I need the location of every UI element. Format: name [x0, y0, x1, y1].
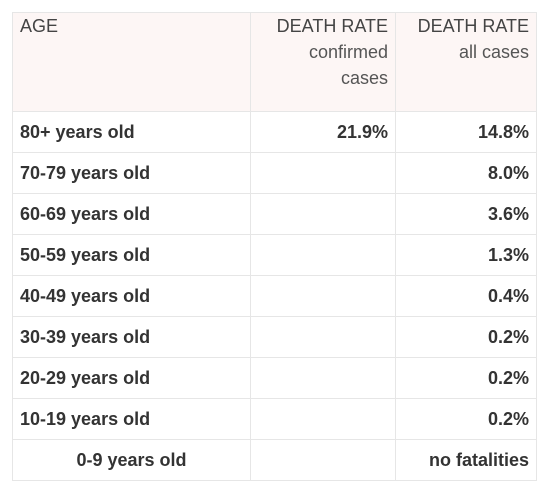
- age-cell: 70-79 years old: [12, 152, 251, 194]
- table-header: AGE DEATH RATE confirmed cases DEATH RAT…: [12, 12, 537, 112]
- confirmed-rate-cell: [250, 439, 396, 481]
- death-rate-table: AGE DEATH RATE confirmed cases DEATH RAT…: [12, 12, 537, 481]
- confirmed-rate-cell: [250, 316, 396, 358]
- table-row: 30-39 years old 0.2%: [12, 316, 537, 358]
- age-cell: 80+ years old: [12, 111, 251, 153]
- confirmed-rate-cell: [250, 193, 396, 235]
- header-confirmed-title: DEATH RATE: [276, 16, 388, 36]
- confirmed-rate-cell: [250, 357, 396, 399]
- confirmed-rate-cell: [250, 234, 396, 276]
- header-death-rate-all: DEATH RATE all cases: [395, 12, 537, 112]
- header-row: AGE DEATH RATE confirmed cases DEATH RAT…: [12, 12, 537, 112]
- all-rate-cell: 8.0%: [395, 152, 537, 194]
- age-cell: 0-9 years old: [12, 439, 251, 481]
- age-cell: 60-69 years old: [12, 193, 251, 235]
- header-death-rate-confirmed: DEATH RATE confirmed cases: [250, 12, 396, 112]
- all-rate-cell: 3.6%: [395, 193, 537, 235]
- header-age: AGE: [12, 12, 251, 112]
- all-rate-cell: 0.2%: [395, 316, 537, 358]
- age-cell: 40-49 years old: [12, 275, 251, 317]
- all-rate-cell: 0.2%: [395, 398, 537, 440]
- confirmed-rate-cell: 21.9%: [250, 111, 396, 153]
- all-rate-cell: 1.3%: [395, 234, 537, 276]
- header-confirmed-sub: confirmed cases: [308, 42, 388, 88]
- age-cell: 30-39 years old: [12, 316, 251, 358]
- all-rate-cell: 0.4%: [395, 275, 537, 317]
- header-all-title: DEATH RATE: [417, 16, 529, 36]
- table-row: 20-29 years old 0.2%: [12, 357, 537, 399]
- table-body: 80+ years old 21.9% 14.8% 70-79 years ol…: [12, 111, 537, 481]
- age-cell: 10-19 years old: [12, 398, 251, 440]
- all-rate-cell: 0.2%: [395, 357, 537, 399]
- age-cell: 20-29 years old: [12, 357, 251, 399]
- table-row: 80+ years old 21.9% 14.8%: [12, 111, 537, 153]
- table-row: 70-79 years old 8.0%: [12, 152, 537, 194]
- all-rate-cell: no fatalities: [395, 439, 537, 481]
- table-row: 0-9 years old no fatalities: [12, 439, 537, 481]
- table-row: 40-49 years old 0.4%: [12, 275, 537, 317]
- all-rate-cell: 14.8%: [395, 111, 537, 153]
- age-cell: 50-59 years old: [12, 234, 251, 276]
- table-row: 50-59 years old 1.3%: [12, 234, 537, 276]
- confirmed-rate-cell: [250, 275, 396, 317]
- table-row: 10-19 years old 0.2%: [12, 398, 537, 440]
- table-row: 60-69 years old 3.6%: [12, 193, 537, 235]
- header-all-sub: all cases: [458, 42, 529, 62]
- confirmed-rate-cell: [250, 398, 396, 440]
- confirmed-rate-cell: [250, 152, 396, 194]
- header-age-label: AGE: [20, 16, 59, 36]
